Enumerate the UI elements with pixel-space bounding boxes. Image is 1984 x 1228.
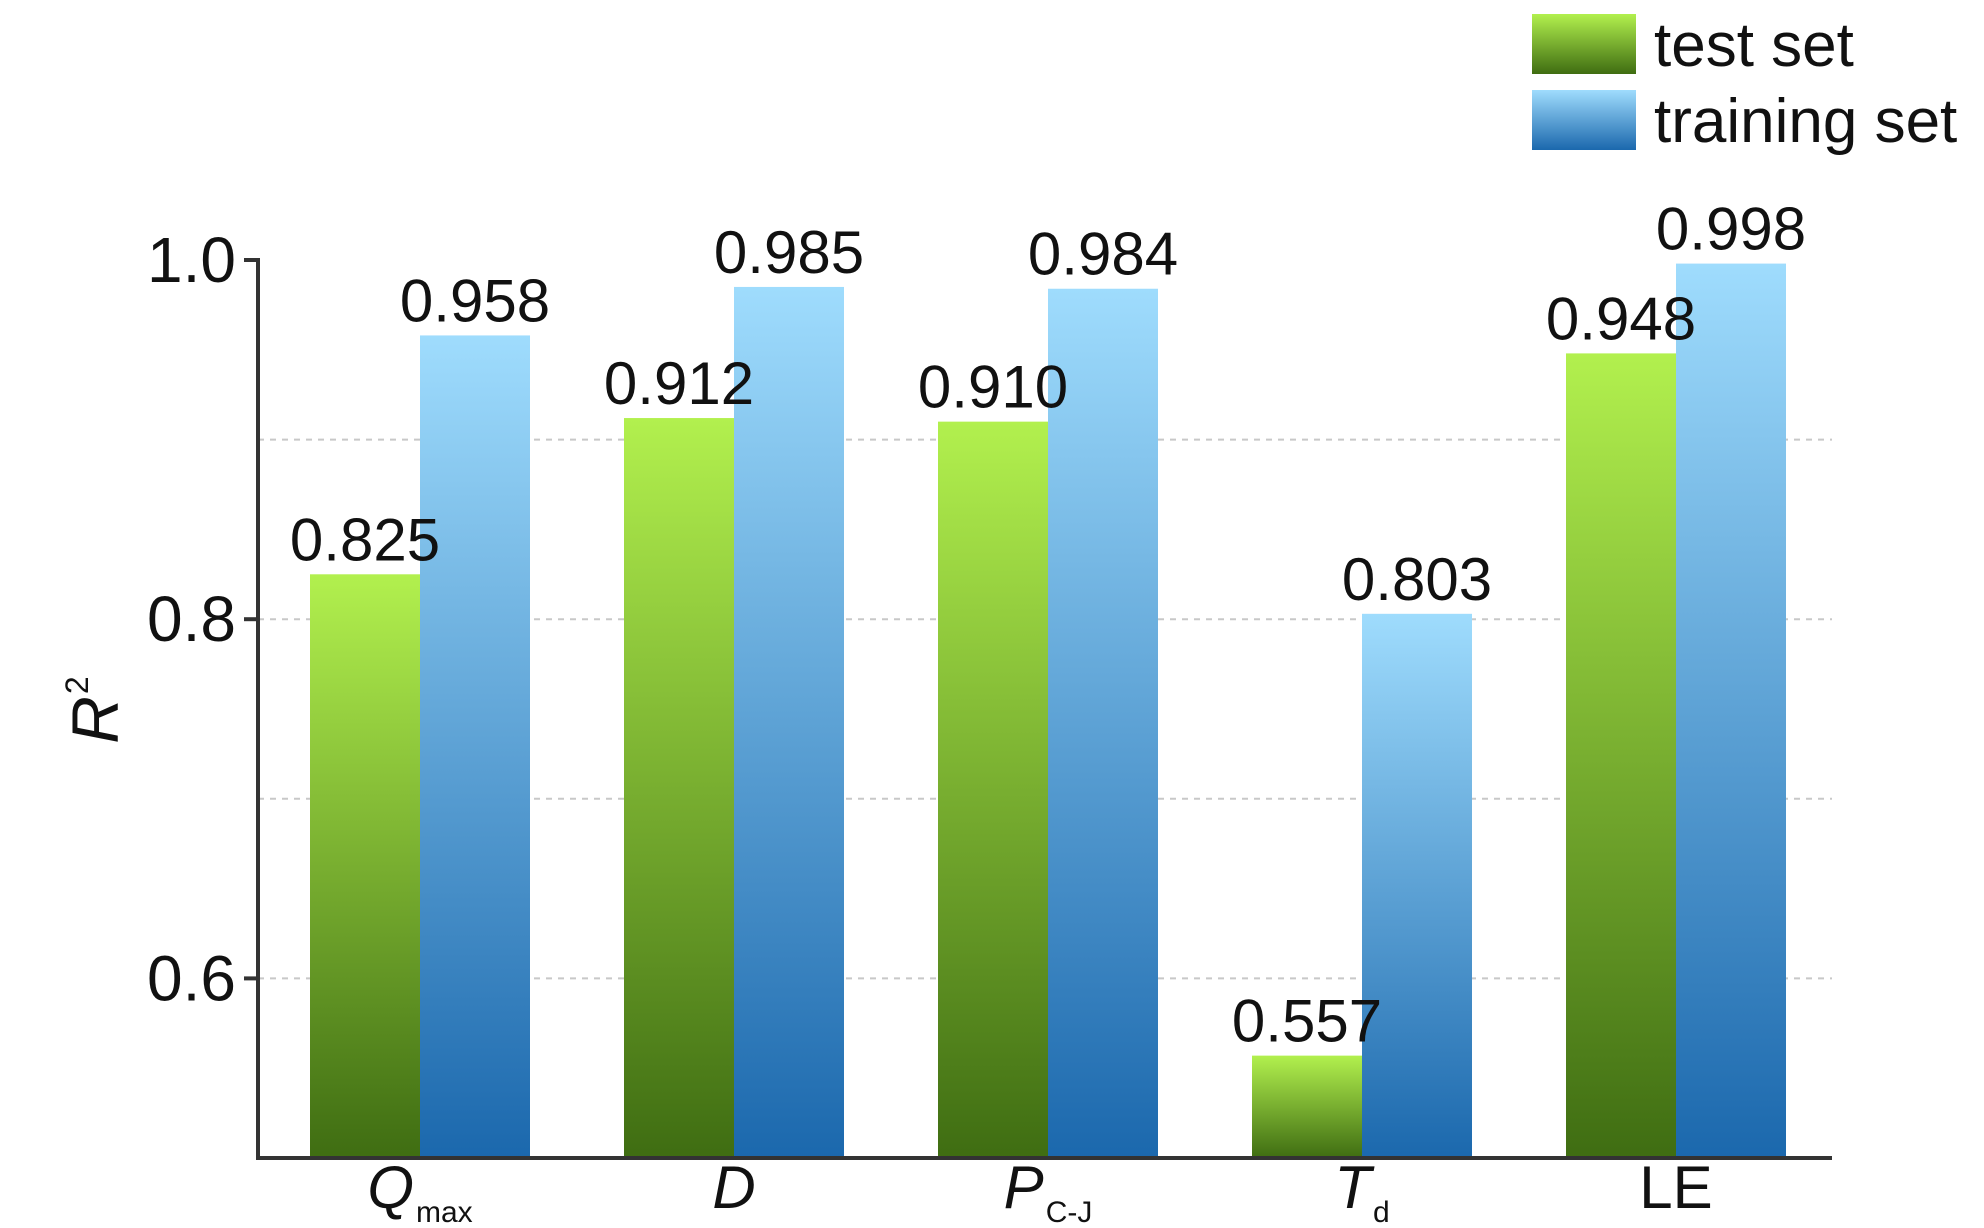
data-label: 0.948 — [1546, 285, 1696, 352]
bar-test-1 — [624, 418, 734, 1159]
y-tick-label: 1.0 — [147, 224, 236, 296]
data-label: 0.984 — [1028, 221, 1178, 288]
data-label: 0.912 — [604, 350, 754, 417]
legend-label: test set — [1654, 11, 1854, 80]
y-axis-label: R2 — [58, 676, 132, 743]
data-label: 0.557 — [1232, 988, 1382, 1055]
bar-training-1 — [734, 286, 844, 1158]
category-label: PC-J — [1004, 1154, 1093, 1228]
data-label: 0.998 — [1656, 196, 1806, 263]
category-label: Qmax — [367, 1154, 472, 1228]
axes: Qmax D PC-J Td LE 0.6 0.8 1.0 R2 — [58, 224, 1832, 1228]
data-label: 0.958 — [400, 267, 550, 334]
bars — [310, 263, 1786, 1159]
legend-label: training set — [1654, 87, 1957, 156]
category-label: LE — [1639, 1154, 1712, 1221]
bar-test-2 — [938, 421, 1048, 1158]
legend-swatch-training — [1532, 90, 1636, 150]
y-tick-label: 0.6 — [147, 942, 236, 1014]
y-tick-label: 0.8 — [147, 583, 236, 655]
legend-swatch-test — [1532, 14, 1636, 74]
data-label: 0.803 — [1342, 546, 1492, 613]
category-label: Td — [1334, 1154, 1389, 1228]
bar-test-3 — [1252, 1055, 1362, 1158]
category-label: D — [712, 1154, 755, 1221]
data-label: 0.985 — [714, 219, 864, 286]
data-label: 0.910 — [918, 354, 1068, 421]
bar-training-4 — [1676, 263, 1786, 1158]
data-label: 0.825 — [290, 506, 440, 573]
bar-test-4 — [1566, 353, 1676, 1159]
bar-training-2 — [1048, 288, 1158, 1159]
data-labels: 0.825 0.958 0.912 0.985 0.910 0.984 0.557 0.803… — [290, 196, 1806, 1055]
bar-test-0 — [310, 574, 420, 1158]
bar-training-3 — [1362, 613, 1472, 1158]
legend: test set training set — [1532, 11, 1957, 156]
bar-training-0 — [420, 335, 530, 1158]
